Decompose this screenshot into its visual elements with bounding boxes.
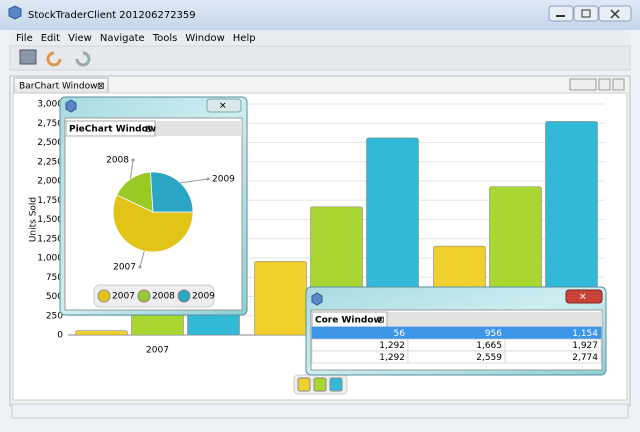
title-bar (0, 0, 640, 30)
legend-swatch (137, 289, 151, 303)
core-tab-label: Core Window (315, 316, 382, 326)
pie-leader (139, 250, 145, 268)
window-controls[interactable] (548, 5, 632, 22)
pie-slice (150, 171, 194, 213)
legend-swatch (177, 289, 191, 303)
y-tick-label: 2,750 (37, 119, 63, 129)
y-tick-label: 2,250 (37, 157, 63, 167)
y-tick-label: 750 (46, 273, 63, 283)
y-tick-label: 3,000 (37, 100, 63, 110)
y-tick-label: 0 (57, 331, 63, 341)
legend-swatch (97, 289, 111, 303)
pie-slice (116, 171, 154, 213)
tab-close[interactable]: ⊠ (97, 82, 105, 92)
y-tick-label: 2,000 (37, 177, 63, 187)
status-bar (11, 403, 629, 419)
pie-window-icon (65, 99, 77, 113)
pie-label: 2008 (106, 156, 129, 166)
app-icon (8, 5, 22, 20)
pie-tab-label: PieChart Window (69, 125, 156, 135)
y-tick-label: 250 (46, 311, 63, 321)
window-title: StockTraderClient 201206272359 (28, 10, 196, 21)
menu-item[interactable]: Navigate (100, 33, 145, 44)
table-cell-text: 956 (485, 329, 502, 339)
y-axis-label: Units Sold (29, 197, 39, 242)
leader-dot (138, 265, 142, 269)
menu-item[interactable]: Window (185, 33, 224, 44)
y-tick-label: 500 (46, 292, 63, 302)
menu-item[interactable]: Help (233, 33, 256, 44)
toolbar (9, 45, 631, 71)
bar (254, 261, 307, 336)
y-tick-label: 1,250 (37, 234, 63, 244)
legend-swatch: 2008 (313, 377, 327, 392)
table-cell-text: 1,927 (572, 341, 598, 351)
y-tick-label: 1,000 (37, 254, 63, 264)
table-cell-text: 1,292 (379, 341, 405, 351)
core-close-x[interactable]: ✕ (579, 293, 587, 303)
table-cell-text: 1,154 (572, 329, 598, 339)
tab-close[interactable]: ⊠ (145, 125, 153, 135)
menu-item[interactable]: View (68, 33, 92, 44)
table-cell-text: 1,292 (379, 353, 405, 363)
pie-tab[interactable] (65, 120, 156, 137)
legend-swatch: 2007 (297, 377, 311, 392)
pie-close[interactable] (206, 98, 242, 113)
table-cell (504, 350, 602, 364)
bar (75, 330, 128, 336)
pie-label: 2009 (212, 175, 235, 185)
menu-item[interactable]: File (16, 33, 33, 44)
pie-leader (180, 178, 209, 184)
menu-item[interactable]: Tools (152, 33, 178, 44)
pie-window: ✕ PieChart Window ⊠ 2007 2007 2008 2008 2009… (59, 96, 248, 316)
legend-label: 2008 (152, 292, 175, 302)
pie-leader (130, 159, 134, 179)
tab-close[interactable]: ⊠ (377, 316, 385, 326)
core-close[interactable] (565, 289, 603, 304)
leader-dot (131, 158, 135, 162)
pie-label: 2007 (113, 263, 136, 273)
core-window-icon (311, 292, 323, 306)
menu-bar (10, 30, 630, 45)
tab-nav[interactable] (569, 78, 625, 91)
y-tick-label: 1,500 (37, 215, 63, 225)
table-cell-text: 56 (394, 329, 406, 339)
x-tick-label: 2007 (146, 346, 169, 356)
table-cell-text: 2,559 (476, 353, 502, 363)
legend-swatch: 2009 (329, 377, 343, 392)
table-cell-text: 1,665 (476, 341, 502, 351)
y-tick-label: 2,500 (37, 138, 63, 148)
pie-close-x[interactable]: ✕ (219, 102, 227, 112)
legend-label: 2007 (112, 292, 135, 302)
core-window: ✕ Core Window ⊠ 56 956 1,154 1,292 1,665 1,92… (305, 286, 607, 376)
y-tick-label: 1,750 (37, 196, 63, 206)
leader-dot (206, 177, 210, 181)
legend-label: 2009 (192, 292, 215, 302)
toolbar-buttons[interactable] (19, 49, 91, 67)
table-cell-text: 2,774 (572, 353, 598, 363)
bar-tab-label: BarChart Window (19, 82, 97, 92)
menu-item[interactable]: Edit (41, 33, 60, 44)
